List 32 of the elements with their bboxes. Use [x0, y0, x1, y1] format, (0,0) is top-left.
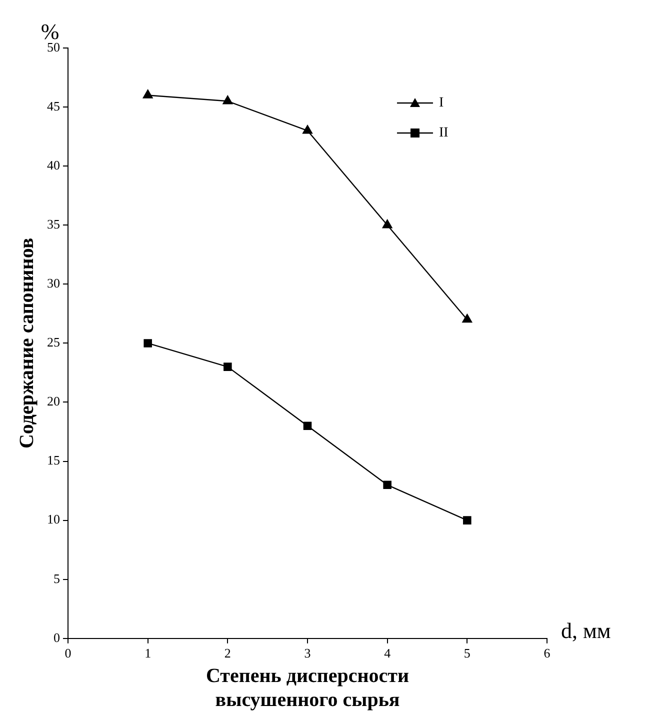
point [142, 90, 153, 98]
point [222, 96, 233, 104]
x-axis-title: Степень дисперсности высушенного сырья [206, 665, 410, 712]
x-tick-label: 4 [384, 646, 392, 661]
legend-label: II [439, 126, 449, 141]
x-tick-label: 0 [64, 646, 72, 661]
x-tick-label: 2 [224, 646, 231, 661]
y-tick-label: 5 [54, 570, 60, 586]
y-tick-label: 0 [54, 630, 60, 645]
y-tick-label: 15 [47, 452, 60, 468]
point [383, 480, 392, 490]
y-tick-label: 45 [47, 98, 60, 114]
x-tick-label: 3 [304, 646, 311, 661]
y-tick-label: 40 [47, 158, 60, 172]
point [463, 516, 472, 524]
y-tick-label: 25 [47, 334, 60, 350]
point [462, 314, 472, 323]
x-tick-label: 6 [544, 646, 551, 661]
y-tick-label: 20 [47, 394, 60, 409]
legend-label: I [439, 96, 444, 111]
point [382, 220, 392, 228]
text: d, мм [561, 618, 611, 644]
y-tick-label: 30 [47, 276, 60, 291]
y-tick-label: 10 [47, 512, 60, 527]
point [303, 422, 312, 430]
y-axis-title: Содержание сапонинов [16, 238, 38, 449]
point [224, 362, 232, 371]
y-tick-label: 35 [47, 216, 60, 232]
point [144, 339, 152, 348]
point [302, 125, 312, 134]
x-tick-label: 5 [464, 646, 470, 661]
x-tick-label: 1 [144, 646, 152, 661]
